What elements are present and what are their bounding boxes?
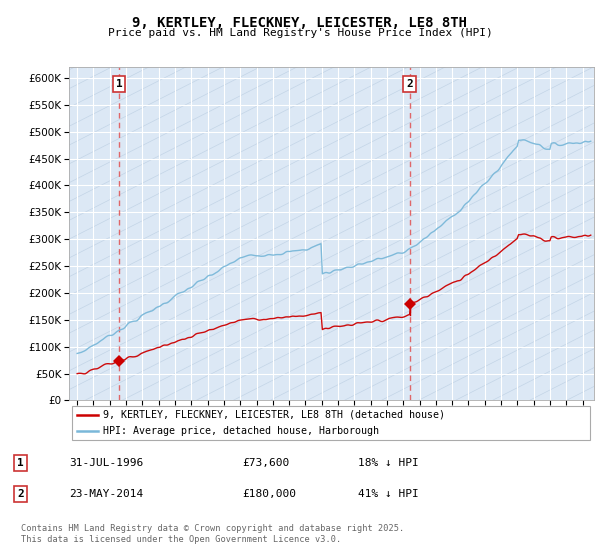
FancyBboxPatch shape xyxy=(71,407,590,440)
Text: £73,600: £73,600 xyxy=(242,458,290,468)
Text: 1: 1 xyxy=(116,79,122,89)
Text: £180,000: £180,000 xyxy=(242,489,296,499)
Text: 41% ↓ HPI: 41% ↓ HPI xyxy=(358,489,418,499)
Text: 9, KERTLEY, FLECKNEY, LEICESTER, LE8 8TH: 9, KERTLEY, FLECKNEY, LEICESTER, LE8 8TH xyxy=(133,16,467,30)
Text: 2: 2 xyxy=(17,489,24,499)
Text: HPI: Average price, detached house, Harborough: HPI: Average price, detached house, Harb… xyxy=(103,427,379,436)
Text: 1: 1 xyxy=(17,458,24,468)
Text: 2: 2 xyxy=(406,79,413,89)
Text: 31-JUL-1996: 31-JUL-1996 xyxy=(70,458,144,468)
Text: 18% ↓ HPI: 18% ↓ HPI xyxy=(358,458,418,468)
Text: 23-MAY-2014: 23-MAY-2014 xyxy=(70,489,144,499)
Text: Price paid vs. HM Land Registry's House Price Index (HPI): Price paid vs. HM Land Registry's House … xyxy=(107,28,493,38)
Text: 9, KERTLEY, FLECKNEY, LEICESTER, LE8 8TH (detached house): 9, KERTLEY, FLECKNEY, LEICESTER, LE8 8TH… xyxy=(103,410,445,419)
Text: Contains HM Land Registry data © Crown copyright and database right 2025.
This d: Contains HM Land Registry data © Crown c… xyxy=(20,524,404,544)
